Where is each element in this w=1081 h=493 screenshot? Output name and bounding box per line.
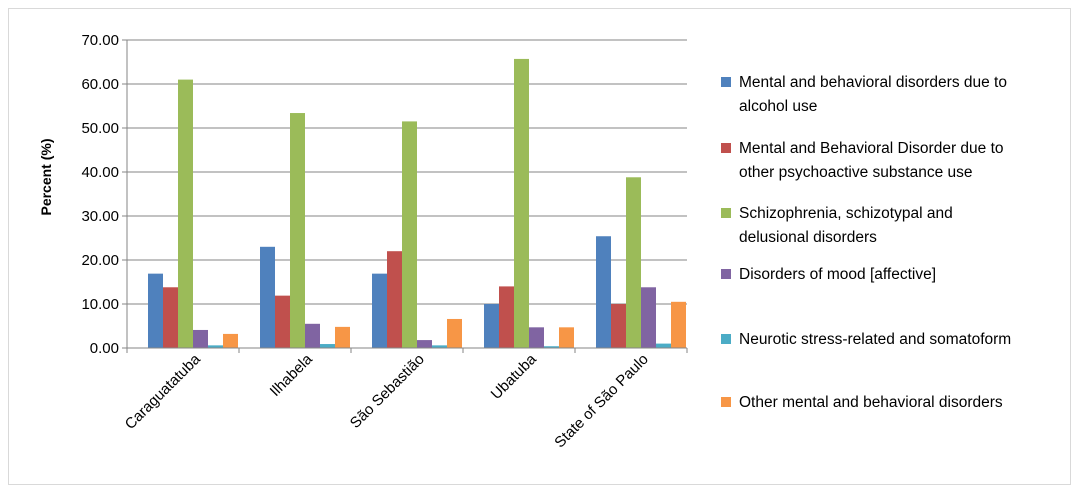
legend-label: Neurotic stress-related and somatoform	[739, 331, 1011, 348]
bar	[611, 304, 626, 348]
y-tick-label: 20.00	[81, 252, 119, 269]
legend-label: Schizophrenia, schizotypal and	[739, 205, 953, 222]
bar	[529, 327, 544, 348]
x-tick-label: Ubatuba	[488, 350, 541, 403]
bar	[193, 329, 208, 348]
bar	[417, 340, 432, 348]
y-tick-label: 0.00	[90, 340, 119, 357]
bar-chart: 0.0010.0020.0030.0040.0050.0060.0070.00 …	[38, 32, 1011, 451]
axes	[122, 39, 688, 353]
bar	[320, 344, 335, 348]
x-tick-label: Caraguatatuba	[122, 350, 205, 433]
bar	[290, 113, 305, 348]
y-tick-label: 60.00	[81, 76, 119, 93]
legend-label: Mental and Behavioral Disorder due to	[739, 140, 1004, 157]
bar	[402, 121, 417, 349]
bar	[484, 304, 499, 348]
x-tick-label: Ilhabela	[267, 350, 317, 400]
bar	[499, 286, 514, 348]
x-tick-label: São Sebastião	[347, 351, 428, 432]
bar	[335, 326, 350, 348]
bar	[447, 318, 462, 348]
legend-label: Mental and behavioral disorders due to	[739, 74, 1007, 91]
legend-label: Other mental and behavioral disorders	[739, 394, 1003, 411]
legend-label: other psychoactive substance use	[739, 164, 973, 181]
legend-swatch	[721, 397, 731, 407]
bar	[148, 273, 163, 348]
y-tick-label: 50.00	[81, 120, 119, 137]
bar	[178, 79, 193, 348]
y-tick-label: 30.00	[81, 208, 119, 225]
bar	[641, 287, 656, 348]
bar	[671, 301, 686, 348]
legend-label: delusional disorders	[739, 229, 877, 246]
legend-swatch	[721, 208, 731, 218]
bar	[305, 323, 320, 348]
bar	[544, 346, 559, 348]
bar	[656, 343, 671, 348]
legend-swatch	[721, 334, 731, 344]
legend-swatch	[721, 77, 731, 87]
y-tick-label: 40.00	[81, 164, 119, 181]
legend-label: alcohol use	[739, 98, 817, 115]
legend-swatch	[721, 143, 731, 153]
legend: Mental and behavioral disorders due to al…	[721, 74, 1011, 411]
legend-swatch	[721, 269, 731, 279]
x-tick-label: State of São Paulo	[551, 351, 651, 451]
y-tick-labels: 0.00 10.00 20.00 30.00 40.00 50.00 60.00 70.00	[81, 32, 119, 357]
bar	[208, 345, 223, 348]
bar	[260, 246, 275, 348]
y-axis-label: Percent (%)	[38, 138, 54, 215]
bar	[626, 177, 641, 348]
bar	[432, 345, 447, 348]
legend-label: Disorders of mood [affective]	[739, 266, 936, 283]
bar	[559, 327, 574, 348]
bar	[163, 287, 178, 348]
y-tick-label: 10.00	[81, 296, 119, 313]
bars	[148, 58, 686, 349]
x-tick-labels: Caraguatatuba Ilhabela São Sebastião Ubatub…	[122, 350, 652, 451]
bar	[596, 236, 611, 348]
chart-frame: 0.00 10.00 20.00 30.00 40.00 50.00 60.00 70.00 …	[8, 8, 1071, 485]
bar	[223, 333, 238, 348]
bar	[387, 251, 402, 348]
bar	[275, 295, 290, 348]
bar	[372, 273, 387, 348]
bar	[514, 58, 529, 349]
y-tick-label: 70.00	[81, 32, 119, 49]
